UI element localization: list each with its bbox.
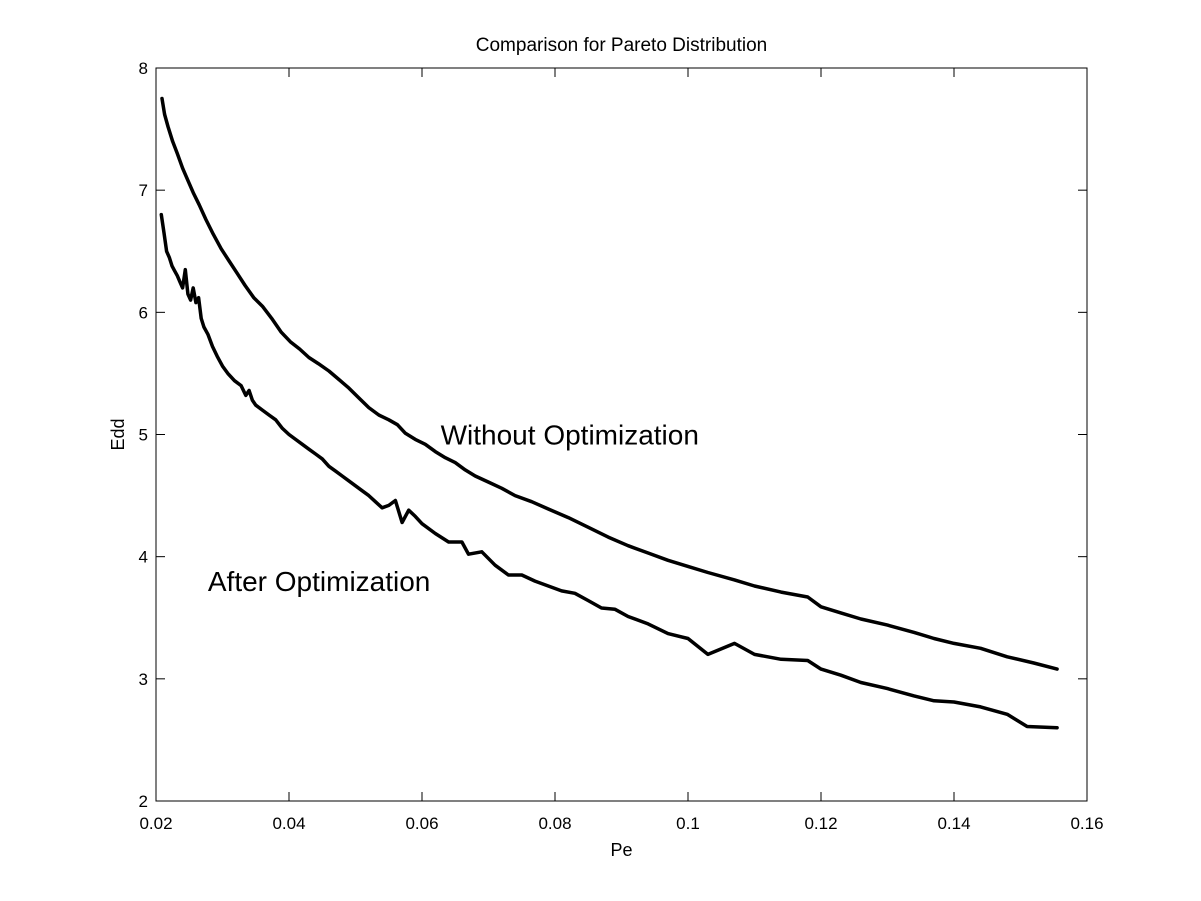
x-tick-label: 0.12 [804, 814, 837, 833]
annotation-after-optimization: After Optimization [208, 566, 431, 597]
y-axis-label: Edd [108, 418, 128, 450]
x-tick-label: 0.04 [272, 814, 305, 833]
x-tick-label: 0.02 [139, 814, 172, 833]
y-tick-label: 5 [139, 426, 148, 445]
y-tick-label: 7 [139, 181, 148, 200]
chart-title: Comparison for Pareto Distribution [476, 35, 767, 56]
x-tick-label: 0.14 [937, 814, 970, 833]
y-tick-label: 2 [139, 792, 148, 811]
x-axis-label: Pe [610, 840, 632, 860]
x-tick-label: 0.1 [676, 814, 700, 833]
series-line-without-optimization [160, 96, 1059, 671]
annotation-without-optimization: Without Optimization [441, 420, 699, 451]
axis-ticks: 0.02 0.04 0.06 0.08 0.1 0.12 0.14 0.16 2 3 4 5 6 7 8 [139, 59, 1104, 833]
x-tick-label: 0.16 [1070, 814, 1103, 833]
x-tick-label: 0.08 [538, 814, 571, 833]
y-tick-label: 8 [139, 59, 148, 78]
plot-area [155, 67, 1088, 802]
y-tick-label: 3 [139, 670, 148, 689]
x-tick-label: 0.06 [405, 814, 438, 833]
series-layer [159, 96, 1059, 730]
y-tick-label: 6 [139, 303, 148, 322]
series-line-after-optimization [159, 212, 1059, 730]
y-tick-label: 4 [139, 548, 148, 567]
